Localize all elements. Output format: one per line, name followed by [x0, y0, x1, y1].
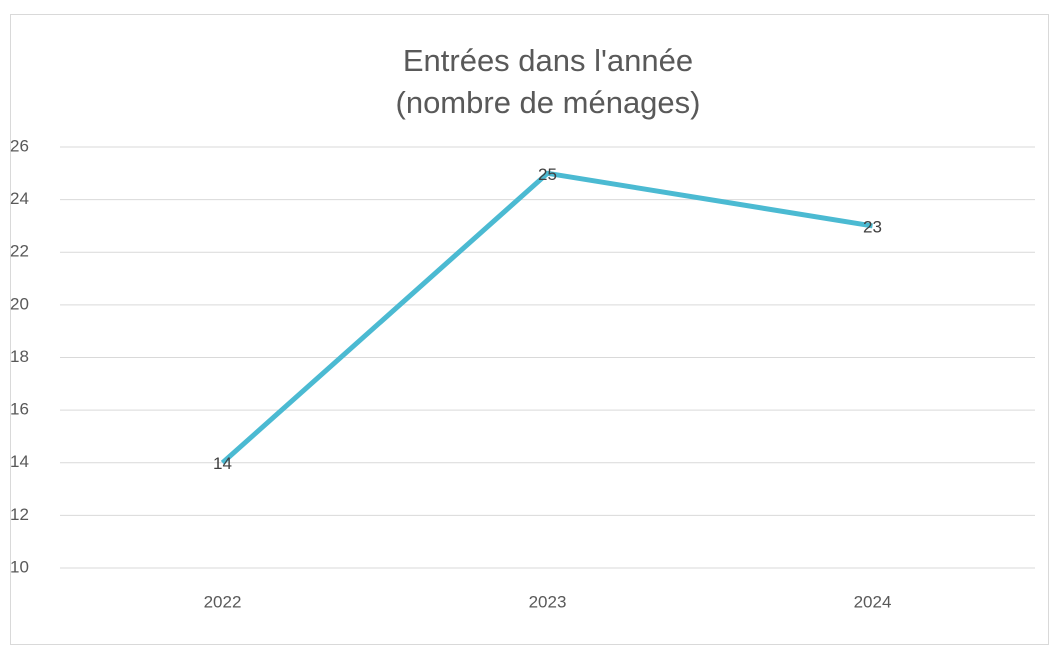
y-tick-label: 26 — [10, 136, 29, 155]
chart-subtitle: (nombre de ménages) — [396, 85, 701, 120]
series-line — [220, 170, 873, 465]
y-tick-label: 14 — [10, 452, 29, 471]
data-label: 14 — [213, 454, 232, 473]
x-tick-label: 2022 — [204, 592, 242, 611]
y-tick-label: 16 — [10, 400, 29, 419]
y-tick-label: 20 — [10, 294, 29, 313]
y-tick-label: 18 — [10, 347, 29, 366]
chart-border — [10, 14, 1049, 645]
x-tick-label: 2024 — [854, 592, 892, 611]
x-tick-label: 2023 — [529, 592, 567, 611]
data-label: 25 — [538, 165, 557, 184]
y-tick-label: 22 — [10, 242, 29, 261]
y-tick-label: 12 — [10, 505, 29, 524]
chart-title: Entrées dans l'année — [403, 43, 693, 78]
y-tick-label: 24 — [10, 189, 29, 208]
data-label: 23 — [863, 217, 882, 236]
y-tick-label: 10 — [10, 557, 29, 576]
